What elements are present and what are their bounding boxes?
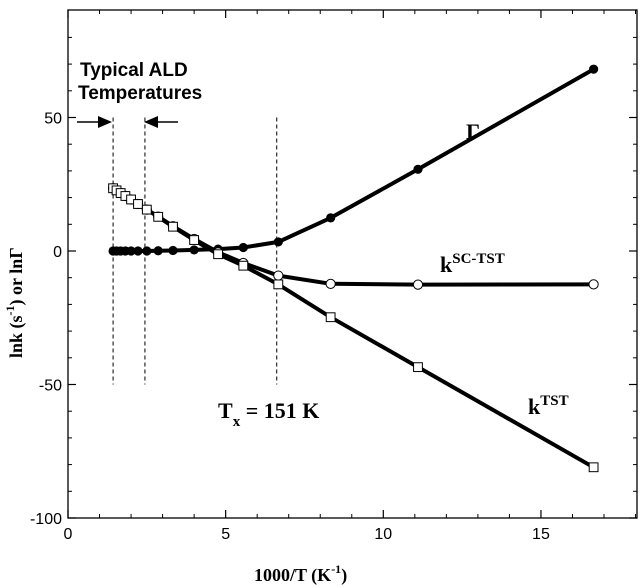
point-ksc-tst-14 (412, 279, 424, 290)
series-line-ktst (111, 186, 596, 470)
x-tick-label-0: 0 (64, 526, 73, 543)
point-gamma-8 (168, 245, 178, 256)
tx-main: T (218, 398, 233, 423)
tx-rest: = 151 K (240, 398, 319, 423)
point-ksc-tst-15 (588, 279, 599, 290)
point-ktst-8 (168, 221, 178, 232)
point-gamma-4 (126, 246, 136, 256)
point-ktst-9 (189, 235, 200, 245)
y-tick-label-2: 0 (53, 244, 62, 261)
x-tick-label-3: 15 (532, 526, 550, 543)
point-gamma-13 (326, 213, 336, 223)
ald-arrow-right-head (144, 116, 158, 128)
point-ksc-tst-13 (325, 278, 336, 289)
point-gamma-14 (413, 164, 423, 174)
point-ktst-15 (588, 462, 599, 473)
x-axis-title-end: ) (341, 565, 347, 586)
point-gamma-15 (589, 64, 599, 74)
ald-label-line1: Typical ALD (80, 60, 188, 81)
y-tick-label-0: -100 (30, 511, 62, 528)
y-axis-title: lnk (s-1) or lnΓ (3, 247, 27, 358)
point-ktst-12 (273, 279, 284, 290)
y-axis-title-mid: ) or ln (6, 259, 27, 306)
ald-label-line2: Temperatures (78, 83, 202, 104)
tx-sub: x (233, 414, 241, 430)
series-layer (107, 64, 599, 473)
point-ktst-10 (213, 249, 223, 260)
ksc-tst-label-sup: SC-TST (452, 251, 505, 267)
x-axis-title-sup: -1 (331, 562, 341, 576)
ksc-tst-label-main: k (440, 252, 453, 277)
x-tick-label-1: 5 (221, 526, 230, 543)
axis-ticks: 0 5 10 15 -100 -50 0 50 (30, 10, 637, 543)
y-tick-label-1: -50 (39, 378, 62, 395)
point-ktst-13 (325, 312, 336, 323)
y-axis-title-main: lnk (s (6, 315, 27, 358)
point-gamma-6 (142, 246, 152, 256)
point-ktst-14 (413, 362, 423, 373)
ktst-label-main: k (528, 394, 541, 419)
plot-frame (67, 9, 638, 519)
point-gamma-7 (153, 246, 163, 256)
gamma-series-label: Γ (466, 119, 480, 144)
x-axis-title: 1000/T (K-1) (254, 562, 347, 586)
ktst-label-sup: TST (540, 393, 568, 409)
ald-arrow-left-head (98, 116, 112, 128)
point-gamma-12 (273, 237, 283, 247)
y-axis-title-gamma: Γ (6, 247, 26, 258)
point-ksc-tst-12 (273, 270, 284, 281)
point-gamma-11 (238, 242, 248, 253)
ksc-tst-series-label: kSC-TST (440, 251, 505, 277)
x-axis-title-main: 1000/T (K (254, 565, 331, 586)
ktst-series-label: kTST (528, 393, 569, 419)
x-tick-label-2: 10 (374, 526, 392, 543)
point-ktst-5 (133, 199, 143, 209)
point-ktst-7 (153, 211, 164, 222)
y-tick-label-3: 50 (44, 111, 62, 128)
point-ktst-6 (141, 204, 152, 215)
point-gamma-5 (133, 246, 143, 256)
point-ktst-11 (238, 260, 249, 271)
y-axis-title-sup: -1 (3, 305, 17, 315)
point-gamma-9 (189, 245, 199, 255)
tx-annotation: Tx = 151 K (218, 398, 319, 430)
ald-range-arrows (77, 116, 178, 128)
